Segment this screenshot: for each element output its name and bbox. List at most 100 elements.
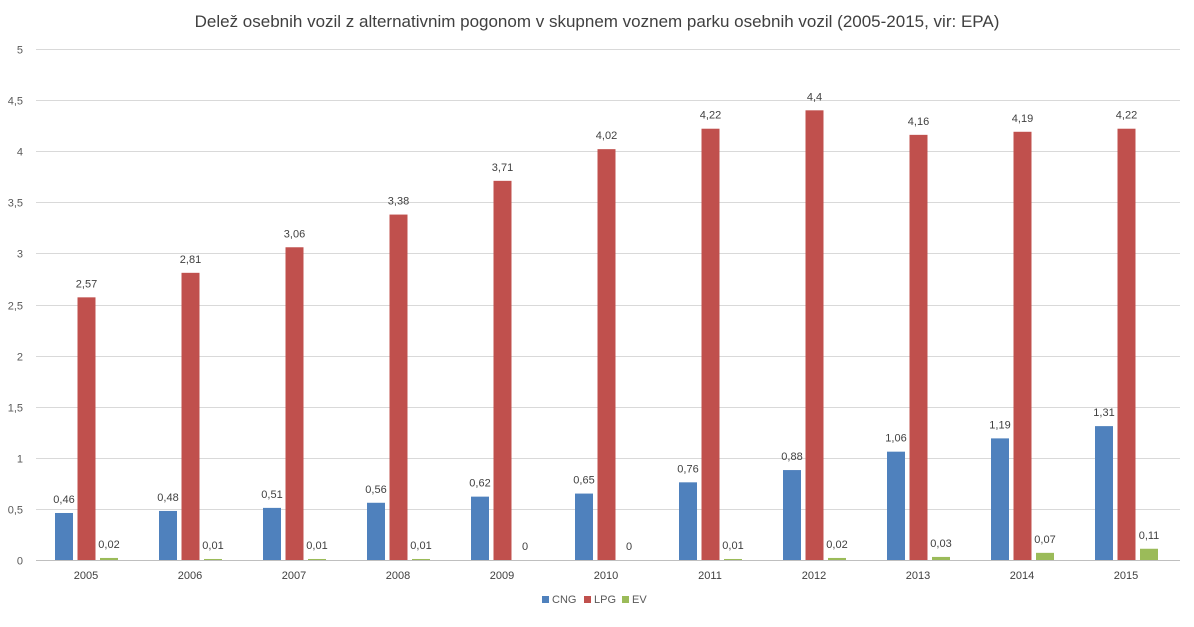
bar-lpg [285, 247, 304, 560]
y-tick-label: 3 [17, 249, 23, 261]
bar-lpg [909, 134, 928, 560]
bar-lpg [77, 297, 96, 560]
bar-lpg [701, 128, 720, 560]
y-tick-label: 4 [17, 147, 23, 159]
bar-ev [308, 558, 326, 560]
legend-label-ev: EV [632, 594, 647, 606]
x-tick-label: 2005 [74, 570, 98, 582]
data-label: 0,02 [826, 539, 847, 551]
data-label: 4,4 [807, 91, 822, 103]
y-axis-ticks: 0 0,5 1 1,5 2 2,5 3 3,5 4 4,5 5 [8, 45, 23, 568]
bar-cng [159, 510, 177, 560]
data-label: 0,02 [98, 539, 119, 551]
data-label: 0,48 [157, 492, 178, 504]
bar-lpg [597, 149, 616, 560]
bar-ev [1036, 552, 1054, 560]
bar-cng [367, 502, 385, 560]
data-label: 3,38 [388, 196, 409, 208]
y-tick-label: 3,5 [8, 198, 23, 210]
y-tick-label: 0 [17, 556, 23, 568]
x-tick-label: 2009 [490, 570, 514, 582]
data-label: 1,31 [1093, 407, 1114, 419]
data-label: 0,65 [573, 475, 594, 487]
bars [55, 110, 1158, 561]
y-tick-label: 1,5 [8, 403, 23, 415]
bar-ev [412, 558, 430, 560]
data-label: 0,11 [1139, 530, 1160, 542]
bar-ev [828, 557, 846, 560]
data-label: 0,01 [410, 540, 431, 552]
bar-lpg [1013, 131, 1032, 561]
legend-label-cng: CNG [552, 594, 576, 606]
data-label: 0,03 [930, 538, 951, 550]
y-tick-label: 2,5 [8, 301, 23, 313]
y-tick-label: 5 [17, 45, 23, 57]
x-tick-label: 2014 [1010, 570, 1034, 582]
chart-title: Delež osebnih vozil z alternativnim pogo… [195, 12, 1000, 31]
x-tick-label: 2006 [178, 570, 202, 582]
y-tick-label: 0,5 [8, 505, 23, 517]
data-label: 0,62 [469, 478, 490, 490]
data-label: 0 [626, 541, 632, 553]
bar-lpg [389, 214, 408, 560]
data-label: 3,71 [492, 162, 513, 174]
data-label: 4,16 [908, 116, 929, 128]
bar-cng [263, 507, 281, 560]
bar-cng [575, 493, 593, 560]
data-label: 3,06 [284, 228, 305, 240]
x-tick-label: 2008 [386, 570, 410, 582]
legend-swatch-cng [542, 596, 549, 603]
y-tick-label: 4,5 [8, 96, 23, 108]
bar-lpg [181, 272, 200, 560]
bar-cng [887, 451, 905, 560]
legend-swatch-ev [622, 596, 629, 603]
bar-ev [204, 558, 222, 560]
data-label: 4,22 [700, 110, 721, 122]
bar-lpg [805, 110, 824, 560]
legend-swatch-lpg [584, 596, 591, 603]
bar-cng [783, 470, 801, 560]
data-label: 0,07 [1034, 534, 1055, 546]
x-tick-label: 2015 [1114, 570, 1138, 582]
bar-cng [1095, 426, 1113, 560]
data-label: 1,06 [885, 433, 906, 445]
y-tick-label: 2 [17, 352, 23, 364]
data-labels: 0,46 2,57 0,02 0,48 2,81 0,01 0,51 3,06 0,01 0,56… [53, 91, 1159, 553]
data-label: 0,46 [53, 494, 74, 506]
data-label: 2,57 [76, 278, 97, 290]
data-label: 0,01 [202, 540, 223, 552]
data-label: 1,19 [989, 419, 1010, 431]
bar-lpg [1117, 128, 1136, 560]
data-label: 0,01 [722, 540, 743, 552]
data-label: 0,51 [261, 489, 282, 501]
data-label: 2,81 [180, 254, 201, 266]
legend-label-lpg: LPG [594, 594, 616, 606]
bar-cng [471, 496, 489, 560]
bar-cng [55, 512, 73, 560]
x-tick-label: 2007 [282, 570, 306, 582]
x-tick-label: 2013 [906, 570, 930, 582]
x-tick-label: 2012 [802, 570, 826, 582]
data-label: 4,19 [1012, 113, 1033, 125]
bar-cng [991, 438, 1009, 560]
legend: CNG LPG EV [542, 594, 647, 606]
bar-ev [1140, 548, 1158, 560]
data-label: 0,01 [306, 540, 327, 552]
x-tick-label: 2011 [698, 570, 722, 582]
x-axis-ticks: 2005 2006 2007 2008 2009 2010 2011 2012 2013 2014… [74, 570, 1138, 582]
data-label: 0,56 [365, 484, 386, 496]
data-label: 0,76 [677, 463, 698, 475]
bar-ev [932, 556, 950, 560]
x-tick-label: 2010 [594, 570, 618, 582]
y-tick-label: 1 [17, 454, 23, 466]
data-label: 0,88 [781, 451, 802, 463]
bar-cng [679, 482, 697, 560]
data-label: 0 [522, 541, 528, 553]
bar-ev [100, 557, 118, 560]
data-label: 4,02 [596, 130, 617, 142]
bar-lpg [493, 180, 512, 560]
bar-ev [724, 558, 742, 560]
data-label: 4,22 [1116, 110, 1137, 122]
